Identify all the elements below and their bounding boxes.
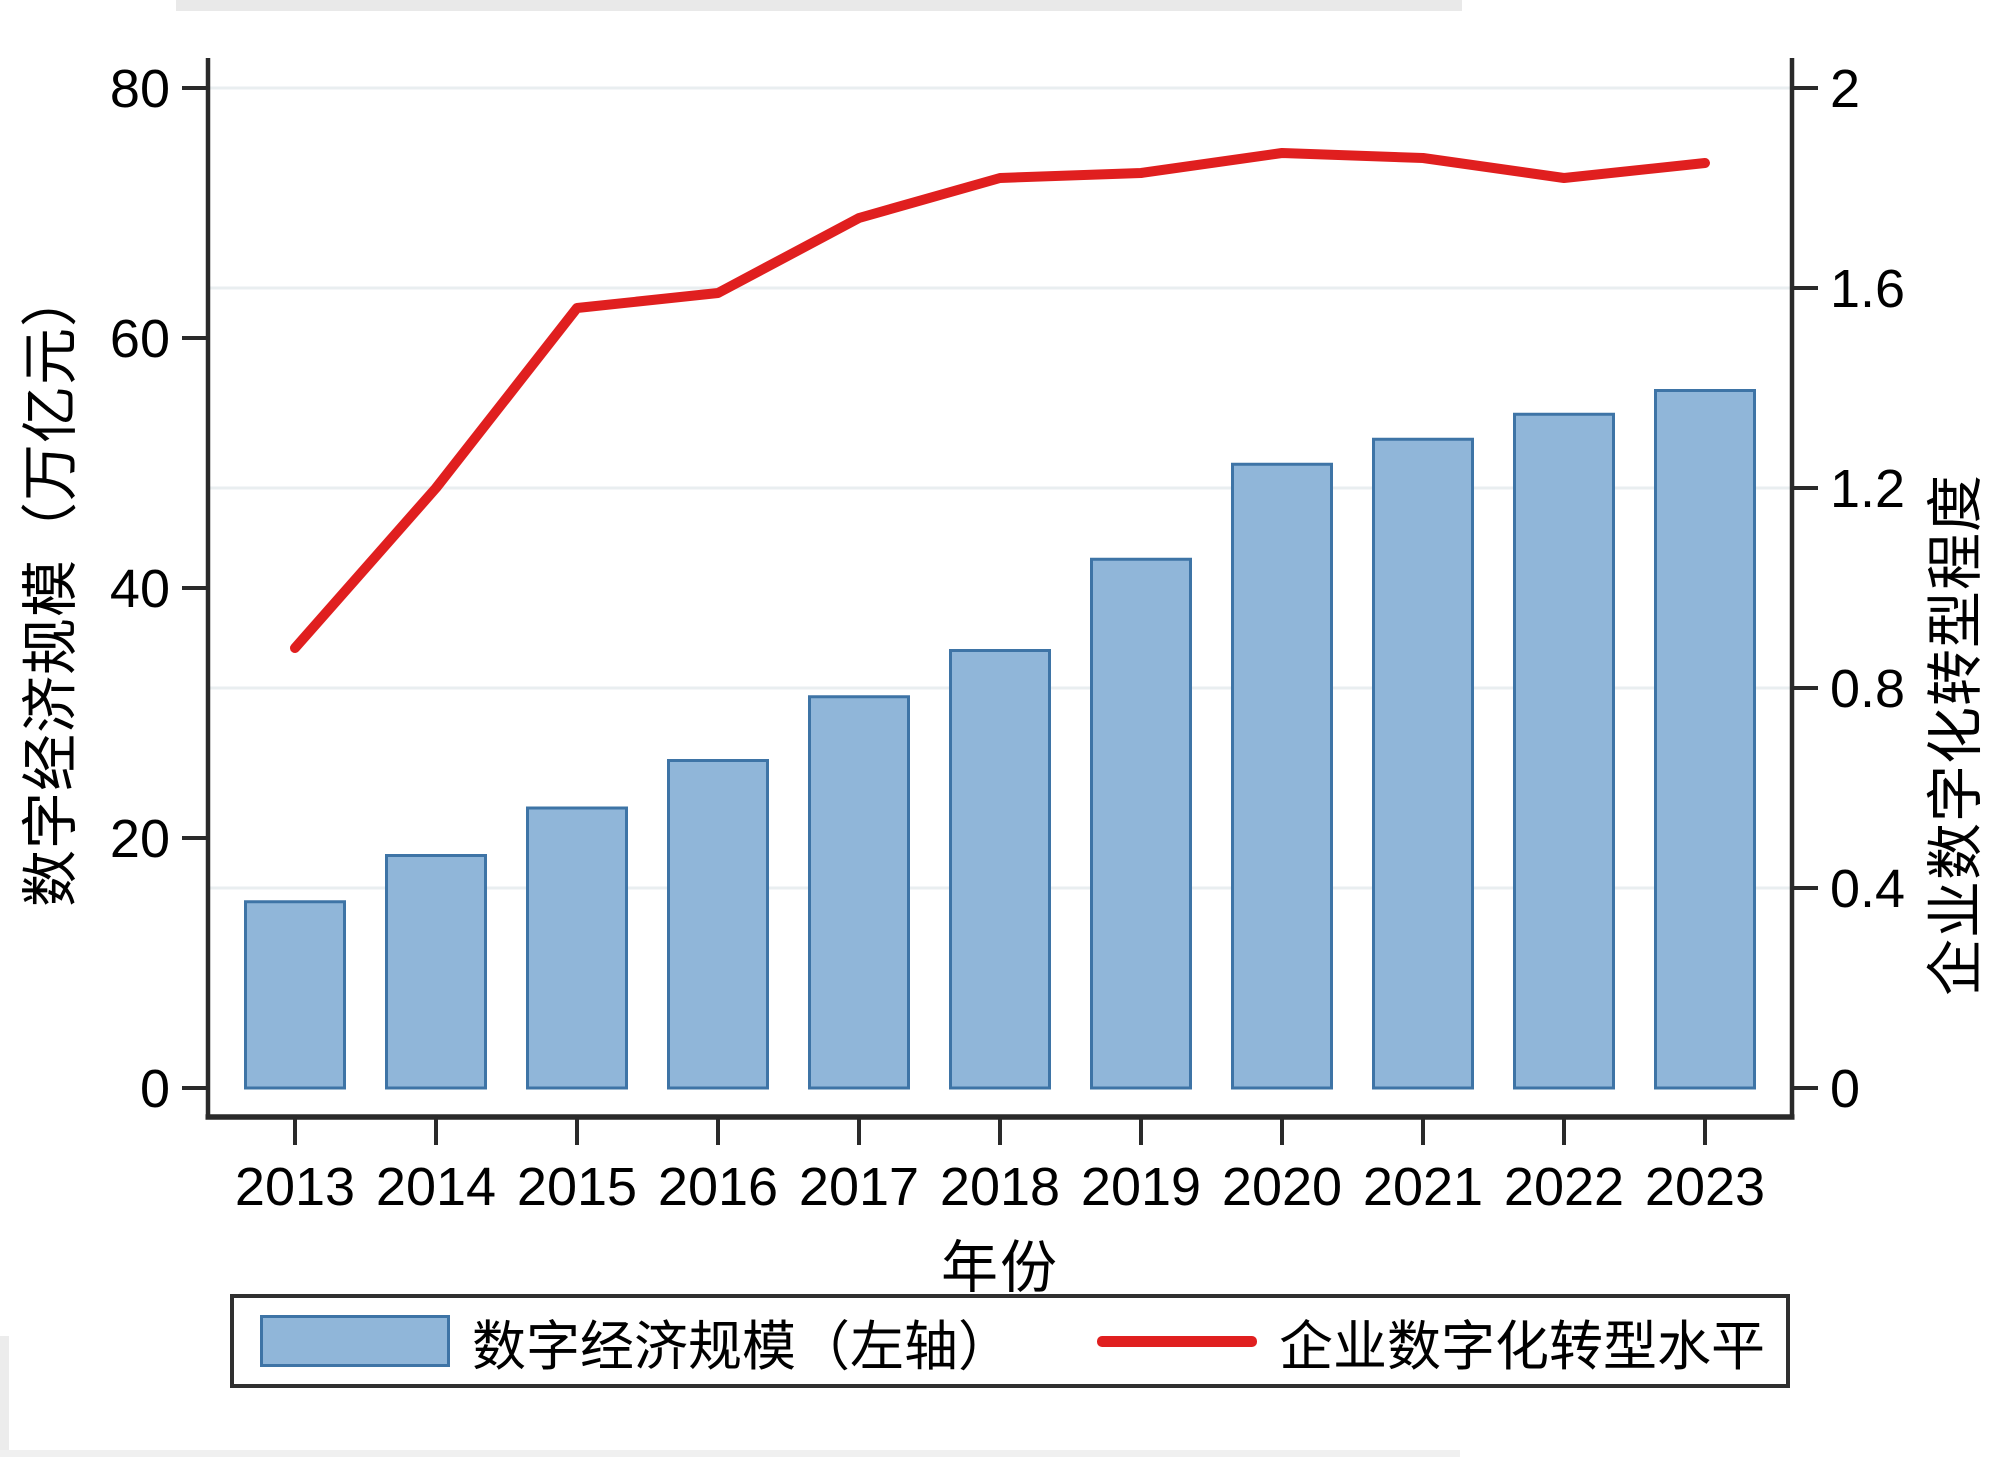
bar-2018	[949, 649, 1051, 1090]
scan-artifact-bottom	[0, 1450, 1460, 1457]
bar-2015	[526, 806, 628, 1090]
left-tick-label-20: 20	[110, 809, 170, 869]
right-tick-label-0.8: 0.8	[1830, 659, 1905, 719]
x-tick-label-2016: 2016	[658, 1157, 778, 1217]
legend-line-label: 企业数字化转型水平	[1279, 1316, 1765, 1377]
left-tick-label-80: 80	[110, 59, 170, 119]
scan-artifact-left	[0, 1336, 9, 1457]
legend-bar-label: 数字经济规模（左轴）	[472, 1316, 1012, 1377]
left-tick-label-40: 40	[110, 559, 170, 619]
left-tick-label-0: 0	[140, 1059, 170, 1119]
bar-2020	[1231, 462, 1333, 1090]
right-tick-label-1.6: 1.6	[1830, 259, 1905, 319]
right-axis-title: 企业数字化转型程度	[1924, 474, 1988, 996]
legend: 数字经济规模（左轴） 企业数字化转型水平	[230, 1294, 1790, 1388]
bar-2017	[808, 695, 910, 1090]
bar-2016	[667, 759, 769, 1090]
x-tick-label-2019: 2019	[1081, 1157, 1201, 1217]
x-tick-label-2018: 2018	[940, 1157, 1060, 1217]
right-tick-label-2: 2	[1830, 59, 1860, 119]
bar-2021	[1372, 437, 1474, 1090]
x-tick-label-2021: 2021	[1363, 1157, 1483, 1217]
right-tick-label-0: 0	[1830, 1059, 1860, 1119]
bar-2023	[1654, 389, 1756, 1090]
x-axis-title: 年份	[941, 1236, 1059, 1300]
left-tick-label-60: 60	[110, 309, 170, 369]
left-axis-title: 数字经济规模（万亿元）	[19, 269, 83, 907]
right-tick-label-0.4: 0.4	[1830, 859, 1905, 919]
bar-2019	[1090, 557, 1192, 1090]
scan-artifact-top	[176, 0, 1462, 11]
x-tick-label-2015: 2015	[517, 1157, 637, 1217]
bar-2014	[385, 854, 487, 1090]
x-tick-label-2020: 2020	[1222, 1157, 1342, 1217]
x-tick-label-2014: 2014	[376, 1157, 496, 1217]
x-tick-label-2023: 2023	[1645, 1157, 1765, 1217]
x-tick-label-2017: 2017	[799, 1157, 919, 1217]
legend-bar-swatch	[260, 1315, 450, 1367]
right-tick-label-1.2: 1.2	[1830, 459, 1905, 519]
x-tick-label-2022: 2022	[1504, 1157, 1624, 1217]
legend-line-swatch	[1097, 1335, 1257, 1347]
x-tick-label-2013: 2013	[235, 1157, 355, 1217]
bar-2022	[1513, 412, 1615, 1090]
bar-2013	[244, 900, 346, 1090]
transformation-line	[290, 148, 1710, 653]
